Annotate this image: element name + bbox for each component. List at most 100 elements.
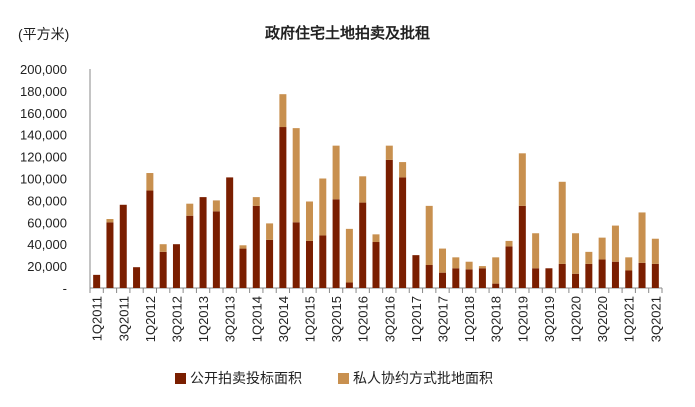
x-tick-label: 1Q2011 bbox=[90, 296, 105, 341]
bar-private bbox=[186, 203, 194, 216]
bar-auction bbox=[93, 274, 101, 288]
legend-swatch-private bbox=[338, 372, 349, 384]
y-tick-label: 100,000 bbox=[20, 172, 67, 187]
legend-swatch-auction bbox=[175, 372, 186, 384]
bar-auction bbox=[478, 268, 486, 288]
x-tick-label: 3Q2019 bbox=[542, 296, 557, 342]
bar-auction bbox=[186, 215, 194, 288]
bar-auction bbox=[399, 177, 407, 288]
bar-auction bbox=[172, 244, 180, 288]
y-tick-label: 200,000 bbox=[20, 62, 67, 77]
bar-auction bbox=[359, 202, 367, 288]
x-tick-label: 1Q2013 bbox=[196, 296, 211, 342]
bar-private bbox=[372, 234, 380, 243]
bar-private bbox=[239, 245, 247, 249]
bar-private bbox=[465, 261, 473, 270]
bar-auction bbox=[106, 222, 114, 288]
bar-auction bbox=[518, 205, 526, 288]
x-tick-label: 1Q2014 bbox=[249, 296, 264, 342]
bar-private bbox=[611, 225, 619, 262]
y-tick-label: 80,000 bbox=[27, 193, 67, 208]
bar-private bbox=[532, 233, 540, 269]
x-tick-label: 3Q2020 bbox=[595, 296, 610, 342]
bar-auction bbox=[226, 177, 234, 288]
bar-auction bbox=[319, 235, 327, 288]
bar-auction bbox=[558, 263, 566, 288]
bar-auction bbox=[545, 268, 553, 288]
bar-private bbox=[452, 257, 460, 269]
bar-auction bbox=[598, 259, 606, 288]
bar-auction bbox=[146, 190, 154, 288]
y-tick-label: 120,000 bbox=[20, 150, 67, 165]
y-tick-label: - bbox=[63, 281, 67, 296]
y-axis-unit-label: (平方米) bbox=[18, 26, 70, 42]
y-tick-label: 180,000 bbox=[20, 84, 67, 99]
bar-private bbox=[492, 257, 500, 284]
bar-auction bbox=[572, 273, 580, 288]
bar-private bbox=[505, 240, 513, 247]
bar-private bbox=[598, 237, 606, 260]
bar-private bbox=[585, 251, 593, 264]
x-tick-label: 1Q2018 bbox=[462, 296, 477, 342]
bar-private bbox=[319, 178, 327, 236]
bar-auction bbox=[372, 242, 380, 288]
x-tick-label: 1Q2020 bbox=[569, 296, 584, 342]
bar-auction bbox=[465, 269, 473, 288]
bar-auction bbox=[611, 261, 619, 288]
x-tick-label: 1Q2021 bbox=[622, 296, 637, 342]
bar-auction bbox=[279, 127, 287, 288]
bar-private bbox=[106, 219, 114, 223]
bar-private bbox=[478, 266, 486, 269]
bar-private bbox=[399, 162, 407, 178]
x-tick-label: 3Q2018 bbox=[489, 296, 504, 342]
bar-auction bbox=[239, 248, 247, 288]
chart-title: 政府住宅土地拍卖及批租 bbox=[264, 25, 430, 42]
x-tick-label: 3Q2017 bbox=[436, 296, 451, 342]
y-tick-label: 40,000 bbox=[27, 237, 67, 252]
bar-auction bbox=[212, 211, 220, 288]
bar-private bbox=[651, 238, 659, 264]
legend-label-private: 私人协约方式批地面积 bbox=[353, 370, 493, 386]
x-tick-label: 3Q2021 bbox=[648, 296, 663, 342]
bar-auction bbox=[625, 270, 633, 288]
bar-private bbox=[439, 248, 447, 273]
bar-auction bbox=[452, 268, 460, 288]
x-tick-label: 1Q2016 bbox=[356, 296, 371, 342]
bar-private bbox=[518, 153, 526, 206]
x-tick-label: 1Q2015 bbox=[302, 296, 317, 342]
bar-auction bbox=[505, 246, 513, 288]
bar-auction bbox=[532, 268, 540, 288]
x-tick-label: 1Q2012 bbox=[143, 296, 158, 342]
x-tick-label: 3Q2012 bbox=[169, 296, 184, 342]
x-tick-label: 3Q2013 bbox=[223, 296, 238, 342]
x-tick-label: 3Q2014 bbox=[276, 296, 291, 342]
bar-auction bbox=[159, 251, 167, 288]
bar-private bbox=[345, 228, 353, 283]
bar-auction bbox=[492, 283, 500, 288]
bar-private bbox=[266, 223, 274, 240]
bar-auction bbox=[638, 262, 646, 288]
bar-auction bbox=[292, 222, 300, 288]
x-tick-label: 1Q2017 bbox=[409, 296, 424, 342]
bar-private bbox=[146, 173, 154, 191]
bar-auction bbox=[585, 263, 593, 288]
bar-auction bbox=[252, 205, 260, 288]
bar-auction bbox=[425, 265, 433, 288]
legend: 公开拍卖投标面积 私人协约方式批地面积 bbox=[175, 368, 493, 388]
bar-auction bbox=[332, 199, 340, 288]
bar-auction bbox=[119, 204, 127, 288]
x-tick-label: 1Q2019 bbox=[515, 296, 530, 342]
bar-private bbox=[159, 244, 167, 252]
bar-private bbox=[359, 176, 367, 203]
y-tick-label: 20,000 bbox=[27, 259, 67, 274]
x-tick-label: 3Q2011 bbox=[116, 296, 131, 341]
bar-auction bbox=[385, 159, 393, 288]
bar-auction bbox=[199, 197, 207, 288]
bar-auction bbox=[345, 282, 353, 288]
y-tick-label: 140,000 bbox=[20, 128, 67, 143]
bar-auction bbox=[133, 267, 141, 288]
bar-auction bbox=[439, 272, 447, 288]
bar-private bbox=[292, 128, 300, 223]
x-tick-label: 3Q2015 bbox=[329, 296, 344, 342]
